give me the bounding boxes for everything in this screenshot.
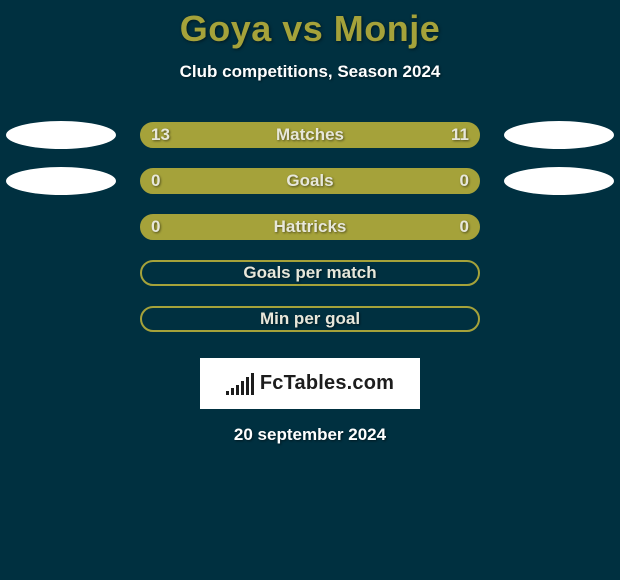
stat-value-right: 11 — [451, 123, 469, 147]
stat-value-left: 0 — [151, 215, 160, 239]
logo-text: FcTables.com — [260, 372, 394, 395]
stat-value-left: 0 — [151, 169, 160, 193]
player-ellipse-right — [504, 121, 614, 149]
stat-bar: Goals0 0 — [140, 168, 480, 194]
page-title: Goya vs Monje — [0, 8, 620, 50]
stat-bar: Min per goal — [140, 306, 480, 332]
logo-bar-segment — [241, 381, 244, 395]
stat-bar: Hattricks0 0 — [140, 214, 480, 240]
comparison-card: Goya vs Monje Club competitions, Season … — [0, 0, 620, 445]
stat-row: Matches13 11 — [0, 122, 620, 152]
stat-label: Matches — [141, 123, 479, 147]
stat-value-right: 0 — [460, 169, 469, 193]
player-ellipse-left — [6, 121, 116, 149]
stat-label: Min per goal — [142, 308, 478, 330]
logo-bar-segment — [226, 391, 229, 395]
stat-label: Hattricks — [141, 215, 479, 239]
logo-bar-segment — [236, 385, 239, 395]
logo-bar-segment — [231, 388, 234, 395]
logo: FcTables.com — [226, 372, 394, 395]
player-ellipse-right — [504, 167, 614, 195]
logo-card: FcTables.com — [200, 358, 420, 409]
stat-value-left: 13 — [151, 123, 170, 147]
stat-bar: Goals per match — [140, 260, 480, 286]
stat-bar: Matches13 11 — [140, 122, 480, 148]
logo-bar-segment — [246, 377, 249, 395]
stat-label: Goals — [141, 169, 479, 193]
page-subtitle: Club competitions, Season 2024 — [0, 62, 620, 82]
stat-rows: Matches1311Goals00Hattricks00Goals per m… — [0, 122, 620, 336]
stat-row: Hattricks0 0 — [0, 214, 620, 244]
stat-row: Goals0 0 — [0, 168, 620, 198]
stat-row: Min per goal — [0, 306, 620, 336]
player-ellipse-left — [6, 167, 116, 195]
stat-value-right: 0 — [460, 215, 469, 239]
stat-row: Goals per match — [0, 260, 620, 290]
logo-bars-icon — [226, 373, 254, 395]
date-line: 20 september 2024 — [0, 425, 620, 445]
logo-bar-segment — [251, 373, 254, 395]
stat-label: Goals per match — [142, 262, 478, 284]
